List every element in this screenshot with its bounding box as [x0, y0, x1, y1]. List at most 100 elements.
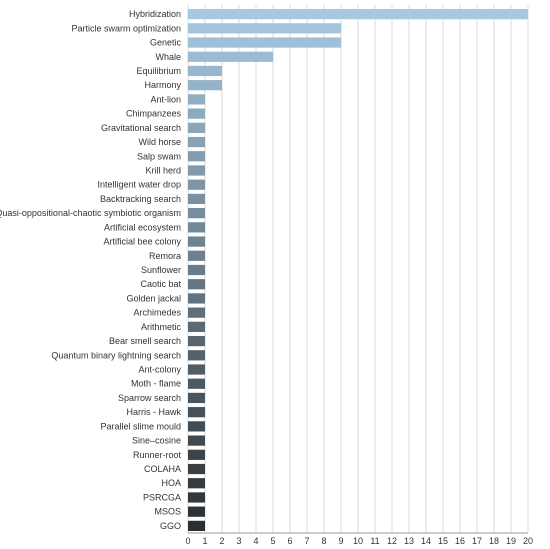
x-tick-label-18: 18	[489, 536, 499, 546]
x-tick-label-5: 5	[270, 536, 275, 546]
bar-25	[188, 364, 205, 375]
x-tick-label-19: 19	[506, 536, 516, 546]
category-label-20: Golden jackal	[126, 293, 181, 303]
x-tick-label-3: 3	[236, 536, 241, 546]
x-tick-label-17: 17	[472, 536, 482, 546]
category-label-9: Wild horse	[138, 137, 181, 147]
bar-13	[188, 193, 205, 205]
category-label-29: Parallel slime mould	[100, 421, 181, 431]
category-label-30: Sine–cosine	[132, 436, 181, 446]
bar-3	[188, 51, 273, 62]
bar-8	[188, 122, 205, 133]
category-label-27: Sparrow search	[118, 393, 181, 403]
category-label-33: HOA	[161, 478, 181, 488]
category-label-32: COLAHA	[144, 464, 181, 474]
x-tick-label-10: 10	[353, 536, 363, 546]
category-label-31: Runner-root	[133, 450, 182, 460]
x-tick-label-7: 7	[304, 536, 309, 546]
bar-6	[188, 94, 205, 105]
category-label-6: Ant-lion	[150, 94, 181, 104]
bar-15	[188, 222, 205, 233]
bar-31	[188, 449, 205, 460]
category-label-35: MSOS	[154, 507, 181, 517]
x-tick-label-12: 12	[387, 536, 397, 546]
category-labels: Hybridization Particle swarm optimization…	[0, 9, 181, 531]
bar-2	[188, 37, 341, 48]
x-tick-label-20: 20	[523, 536, 533, 546]
bar-20	[188, 293, 205, 304]
bar-27	[188, 392, 205, 404]
bar-4	[188, 65, 222, 77]
category-label-26: Moth - flame	[131, 379, 181, 389]
bar-33	[188, 478, 205, 489]
bar-28	[188, 407, 205, 418]
category-label-15: Artificial ecosystem	[104, 222, 181, 232]
category-label-16: Artificial bee colony	[103, 237, 181, 247]
bar-29	[188, 421, 205, 432]
bar-21	[188, 307, 205, 318]
bar-7	[188, 108, 205, 119]
x-tick-label-11: 11	[370, 536, 379, 546]
bar-22	[188, 321, 205, 332]
category-label-13: Backtracking search	[100, 194, 181, 204]
bar-24	[188, 350, 205, 361]
category-label-10: Salp swam	[137, 151, 181, 161]
category-label-25: Ant-colony	[138, 365, 181, 375]
category-label-1: Particle swarm optimization	[71, 23, 181, 33]
category-label-8: Gravitational search	[101, 123, 181, 133]
bar-11	[188, 165, 205, 176]
bars	[188, 8, 528, 532]
bar-26	[188, 378, 205, 389]
bar-5	[188, 80, 222, 91]
category-label-7: Chimpanzees	[126, 109, 182, 119]
bar-9	[188, 136, 205, 148]
category-label-3: Whale	[155, 52, 181, 62]
category-label-36: GGO	[160, 521, 181, 531]
bar-23	[188, 335, 205, 347]
bar-17	[188, 250, 205, 261]
x-tick-label-4: 4	[253, 536, 258, 546]
bar-34	[188, 492, 205, 503]
bar-14	[188, 208, 205, 219]
category-label-18: Sunflower	[141, 265, 181, 275]
bar-0	[188, 8, 528, 20]
bar-35	[188, 506, 205, 517]
bar-10	[188, 151, 205, 162]
category-label-24: Quantum binary lightning search	[51, 350, 181, 360]
x-tick-label-0: 0	[185, 536, 190, 546]
category-label-22: Arithmetic	[141, 322, 182, 332]
bar-32	[188, 463, 205, 475]
x-axis: 0 1 2 3 4 5 6 7 8 9 10 11 12 13 14 15 16 17 18 19 20	[185, 532, 533, 546]
x-tick-label-9: 9	[338, 536, 343, 546]
category-label-23: Bear smell search	[109, 336, 181, 346]
x-tick-label-15: 15	[438, 536, 448, 546]
bar-16	[188, 236, 205, 247]
bar-18	[188, 264, 205, 276]
category-label-34: PSRCGA	[143, 492, 181, 502]
x-tick-label-16: 16	[455, 536, 465, 546]
x-tick-label-6: 6	[287, 536, 292, 546]
bar-30	[188, 435, 205, 446]
bar-12	[188, 179, 205, 190]
grid-lines	[187, 5, 529, 533]
bar-36	[188, 520, 205, 532]
bar-1	[188, 23, 341, 34]
category-label-21: Archimedes	[133, 308, 181, 318]
category-label-11: Krill herd	[145, 165, 181, 175]
category-label-5: Harmony	[144, 80, 181, 90]
category-label-0: Hybridization	[129, 9, 181, 19]
x-tick-label-2: 2	[219, 536, 224, 546]
x-tick-label-8: 8	[321, 536, 326, 546]
category-label-19: Caotic bat	[140, 279, 181, 289]
category-label-4: Equilibrium	[136, 66, 181, 76]
bar-19	[188, 279, 205, 290]
x-tick-label-1: 1	[202, 536, 207, 546]
category-label-17: Remora	[149, 251, 181, 261]
category-label-14: Quasi-oppositional-chaotic symbiotic org…	[0, 208, 181, 218]
category-label-28: Harris - Hawk	[126, 407, 181, 417]
x-tick-label-13: 13	[404, 536, 414, 546]
category-label-2: Genetic	[150, 38, 182, 48]
x-tick-label-14: 14	[421, 536, 431, 546]
category-label-12: Intelligent water drop	[97, 180, 181, 190]
